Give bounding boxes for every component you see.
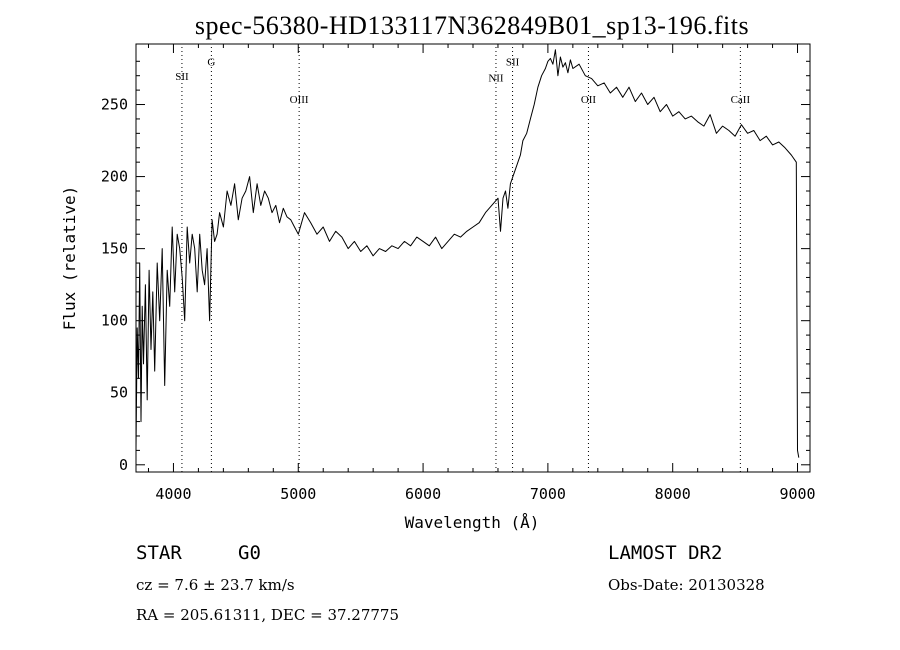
y-tick-label-2: 100 — [101, 312, 128, 330]
x-tick-label-0: 4000 — [155, 485, 191, 503]
y-tick-label-5: 250 — [101, 96, 128, 114]
y-tick-label-4: 200 — [101, 168, 128, 186]
y-tick-label-3: 150 — [101, 240, 128, 258]
x-tick-label-4: 8000 — [655, 485, 691, 503]
line-label-4: SII — [506, 57, 520, 69]
line-label-6: CaII — [731, 94, 751, 106]
coordinates: RA = 205.61311, DEC = 37.27775 — [136, 606, 399, 624]
object-class: STAR — [136, 542, 182, 564]
survey-name: LAMOST DR2 — [608, 542, 722, 564]
observation-date: Obs-Date: 20130328 — [608, 576, 765, 594]
line-label-5: OII — [581, 94, 597, 106]
chart-title: spec-56380-HD133117N362849B01_sp13-196.f… — [195, 11, 749, 40]
x-tick-label-5: 9000 — [779, 485, 815, 503]
object-subclass: G0 — [238, 542, 261, 564]
y-tick-label-1: 50 — [110, 384, 128, 402]
x-tick-label-1: 5000 — [280, 485, 316, 503]
plot-frame — [135, 43, 811, 473]
line-label-3: NII — [488, 72, 504, 84]
line-label-1: G — [207, 57, 215, 69]
x-axis-label: Wavelength (Å) — [405, 513, 540, 532]
x-tick-label-2: 6000 — [405, 485, 441, 503]
redshift-value: cz = 7.6 ± 23.7 km/s — [136, 576, 295, 594]
x-axis-ticks: 4000 5000 6000 7000 8000 9000 — [147, 44, 816, 503]
x-tick-label-3: 7000 — [530, 485, 566, 503]
y-tick-label-0: 0 — [119, 456, 128, 474]
spectrum-line — [135, 49, 800, 458]
y-axis-ticks: 0 50 100 150 200 250 — [101, 60, 810, 474]
spectrum-series — [135, 49, 800, 458]
line-label-0: SII — [175, 71, 189, 83]
y-axis-label: Flux (relative) — [60, 186, 79, 331]
line-label-2: OIII — [290, 94, 309, 106]
